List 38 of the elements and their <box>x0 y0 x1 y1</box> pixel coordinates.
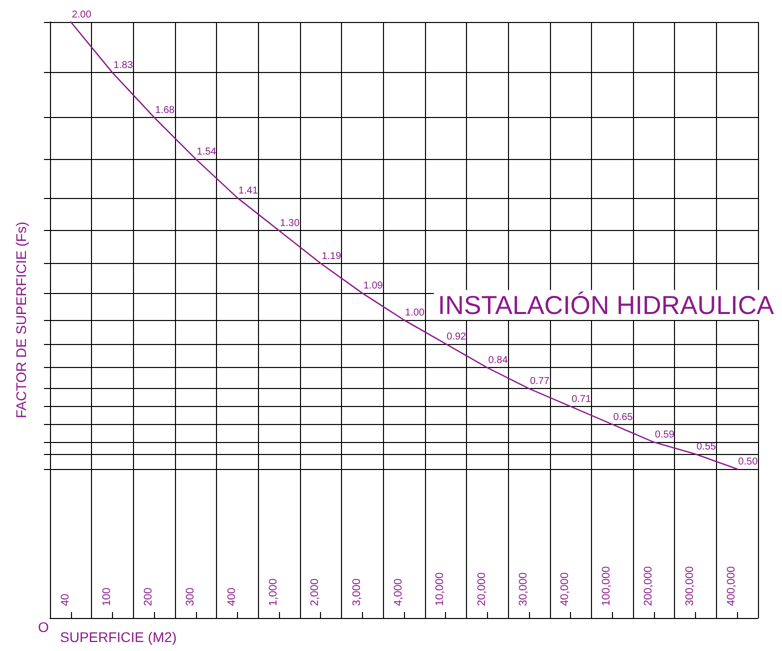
data-label: 1.54 <box>196 146 217 158</box>
data-label: 0.50 <box>738 456 758 468</box>
y-axis-title: FACTOR DE SUPERFICIE (Fs) <box>13 222 29 418</box>
data-label: 1.68 <box>155 104 176 116</box>
x-tick-label: 40,000 <box>559 572 572 606</box>
data-label: 0.92 <box>446 331 467 342</box>
data-label: 0.59 <box>654 430 675 441</box>
data-label: 2.00 <box>72 10 92 20</box>
data-label: 0.55 <box>696 442 716 453</box>
data-label: 1.19 <box>322 250 342 262</box>
data-label: 1.41 <box>238 185 258 196</box>
x-tick-label: 100,000 <box>600 566 613 606</box>
data-label: 0.71 <box>572 394 592 405</box>
data-label: 0.77 <box>530 376 550 388</box>
data-label: 1.83 <box>113 60 134 72</box>
x-tick-label: 10,000 <box>434 572 446 606</box>
data-label: 0.84 <box>488 355 508 366</box>
x-tick-label: 300 <box>184 588 196 606</box>
x-tick-label: 400,000 <box>726 566 738 606</box>
data-label: 1.00 <box>405 308 425 318</box>
x-tick-label: 200 <box>142 588 155 606</box>
x-tick-label: 20,000 <box>476 572 488 606</box>
x-tick-label: 40 <box>59 594 72 606</box>
x-tick-label: 200,000 <box>642 566 654 606</box>
x-tick-label: 4,000 <box>392 578 404 606</box>
x-tick-label: 1,000 <box>268 578 280 606</box>
data-label: 1.30 <box>280 218 300 230</box>
text: O <box>38 619 49 635</box>
x-tick-label: 100 <box>100 588 113 606</box>
x-tick-label: 30,000 <box>517 572 530 606</box>
text: INSTALACIÓN HIDRAULICA <box>438 290 775 320</box>
x-axis-title: SUPERFICIE (M2) <box>60 629 177 645</box>
data-label: 1.09 <box>363 280 384 292</box>
x-tick-label: 400 <box>226 588 238 606</box>
x-tick-label: 3,000 <box>350 578 363 606</box>
x-tick-label: 300,000 <box>684 566 696 606</box>
data-label: 0.65 <box>613 412 634 423</box>
x-tick-label: 2,000 <box>309 578 322 606</box>
